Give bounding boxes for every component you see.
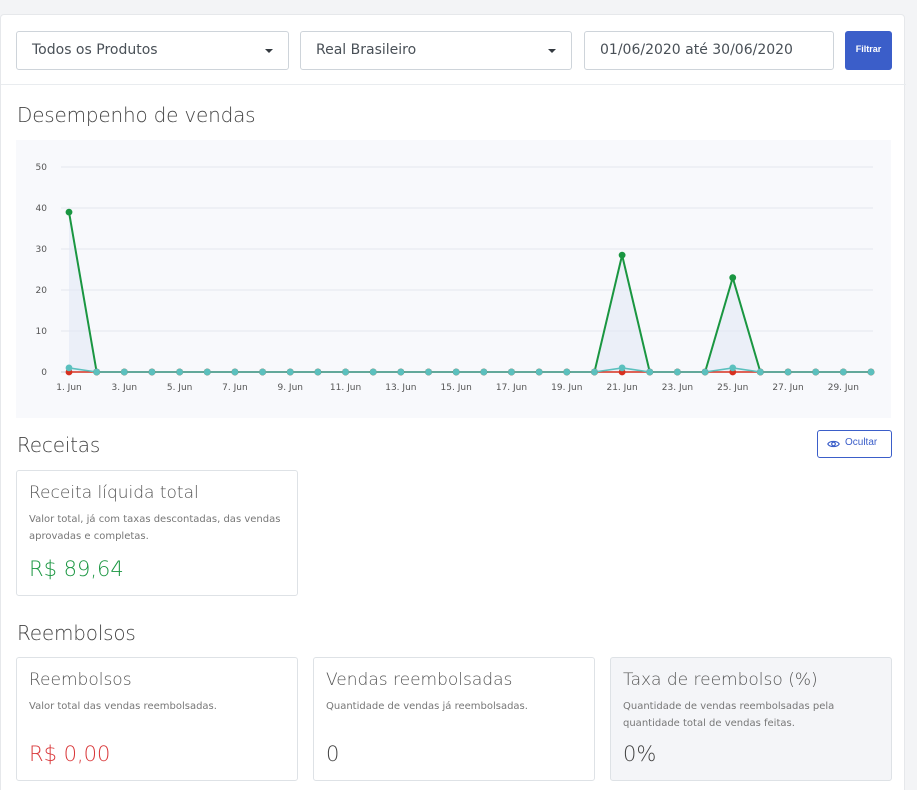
data-point [65,364,73,372]
data-point [618,251,626,259]
x-tick-label: 29. Jun [828,383,859,393]
sales-chart-svg: 0 10 20 30 40 50 1. Jun 3. Jun 5. Jun 7. Jun 9. Ju… [36,163,875,393]
data-point [839,368,847,376]
data-point [508,368,515,376]
sales-chart: 0 10 20 30 40 50 1. Jun 3. Jun 5. Jun 7. Jun 9. Ju… [16,140,891,418]
currency-select-value: Real Brasileiro [316,42,417,58]
refunds-amount-value: R$ 0,00 [29,742,111,766]
data-point [397,368,405,376]
data-point [756,368,764,376]
refunds-section-title: Reembolsos [17,621,136,645]
date-range-input[interactable]: 01/06/2020 até 30/06/2020 [584,31,834,70]
eye-icon [827,440,840,448]
y-tick-label: 0 [41,368,47,378]
data-point [674,368,681,376]
refunds-amount-card: Reembolsos Valor total das vendas reembo… [16,657,298,781]
y-tick-label: 30 [36,245,48,255]
product-select[interactable]: Todos os Produtos [16,31,289,70]
net-revenue-value: R$ 89,64 [29,557,124,581]
refunded-sales-desc-1: Quantidade de vendas já reembolsadas. [326,701,528,712]
refund-rate-title: Taxa de reembolso (%) [623,670,818,690]
data-point [812,368,820,376]
data-point [729,364,737,372]
y-tick-label: 40 [36,204,48,214]
series-line [68,367,871,373]
data-point [618,364,626,372]
data-point [65,208,73,216]
refund-rate-desc-1: Quantidade de vendas reembolsadas pela [623,701,835,712]
refunded-sales-title: Vendas reembolsadas [326,670,513,690]
data-point [867,368,875,376]
data-point [646,368,654,376]
x-tick-label: 21. Jun [606,383,637,393]
data-point [342,368,349,376]
hide-button-label: Ocultar [845,437,878,448]
y-tick-label: 20 [36,286,48,296]
x-tick-label: 7. Jun [222,383,248,393]
y-tick-label: 10 [36,327,48,337]
data-point [535,368,543,376]
refunds-amount-title: Reembolsos [29,670,132,690]
net-revenue-desc-2: aprovadas e completas. [29,531,149,542]
refunded-sales-value: 0 [326,742,340,766]
net-revenue-desc-1: Valor total, já com taxas descontadas, d… [29,514,281,525]
data-point [563,368,571,376]
filter-bar: Todos os Produtos Real Brasileiro 01/06/… [1,15,906,85]
x-tick-label: 19. Jun [551,383,582,393]
refunded-sales-card: Vendas reembolsadas Quantidade de vendas… [313,657,595,781]
data-point [591,368,598,376]
sales-section-title: Desempenho de vendas [17,103,256,127]
data-point [729,274,737,282]
x-tick-label: 11. Jun [330,383,361,393]
data-point [93,368,101,376]
refund-rate-value: 0% [623,742,657,766]
data-point [425,368,432,376]
x-tick-label: 15. Jun [441,383,472,393]
data-point [784,368,792,376]
refund-rate-card: Taxa de reembolso (%) Quantidade de vend… [610,657,892,781]
y-tick-label: 50 [36,163,48,173]
net-revenue-card: Receita líquida total Valor total, já co… [16,470,298,596]
date-range-value: 01/06/2020 até 30/06/2020 [600,42,793,58]
data-point [148,368,156,376]
data-point [120,368,128,376]
data-point [369,368,377,376]
x-tick-label: 13. Jun [385,383,416,393]
data-point [480,368,488,376]
x-tick-label: 9. Jun [277,383,303,393]
data-point [452,368,460,376]
data-point [286,368,294,376]
x-tick-label: 5. Jun [167,383,193,393]
series-area [69,212,871,372]
x-tick-label: 1. Jun [56,383,82,393]
data-point [203,368,211,376]
hide-revenue-button[interactable]: Ocultar [817,430,892,458]
data-point [176,368,184,376]
data-point [231,368,239,376]
revenue-section-title: Receitas [17,433,101,457]
x-tick-label: 3. Jun [112,383,138,393]
data-point [701,368,709,376]
refunds-amount-desc-1: Valor total das vendas reembolsadas. [29,701,217,712]
currency-select[interactable]: Real Brasileiro [300,31,572,70]
x-tick-label: 25. Jun [717,383,748,393]
net-revenue-title: Receita líquida total [29,483,199,503]
x-tick-label: 23. Jun [662,383,693,393]
filter-button[interactable]: Filtrar [845,31,892,70]
caret-down-icon [548,49,556,53]
x-tick-label: 27. Jun [772,383,803,393]
refund-rate-desc-2: quantidade total de vendas feitas. [623,718,795,729]
product-select-value: Todos os Produtos [32,42,158,58]
caret-down-icon [265,49,273,53]
data-point [314,368,322,376]
x-tick-label: 17. Jun [496,383,527,393]
data-point [259,368,266,376]
report-panel: Todos os Produtos Real Brasileiro 01/06/… [0,14,906,790]
